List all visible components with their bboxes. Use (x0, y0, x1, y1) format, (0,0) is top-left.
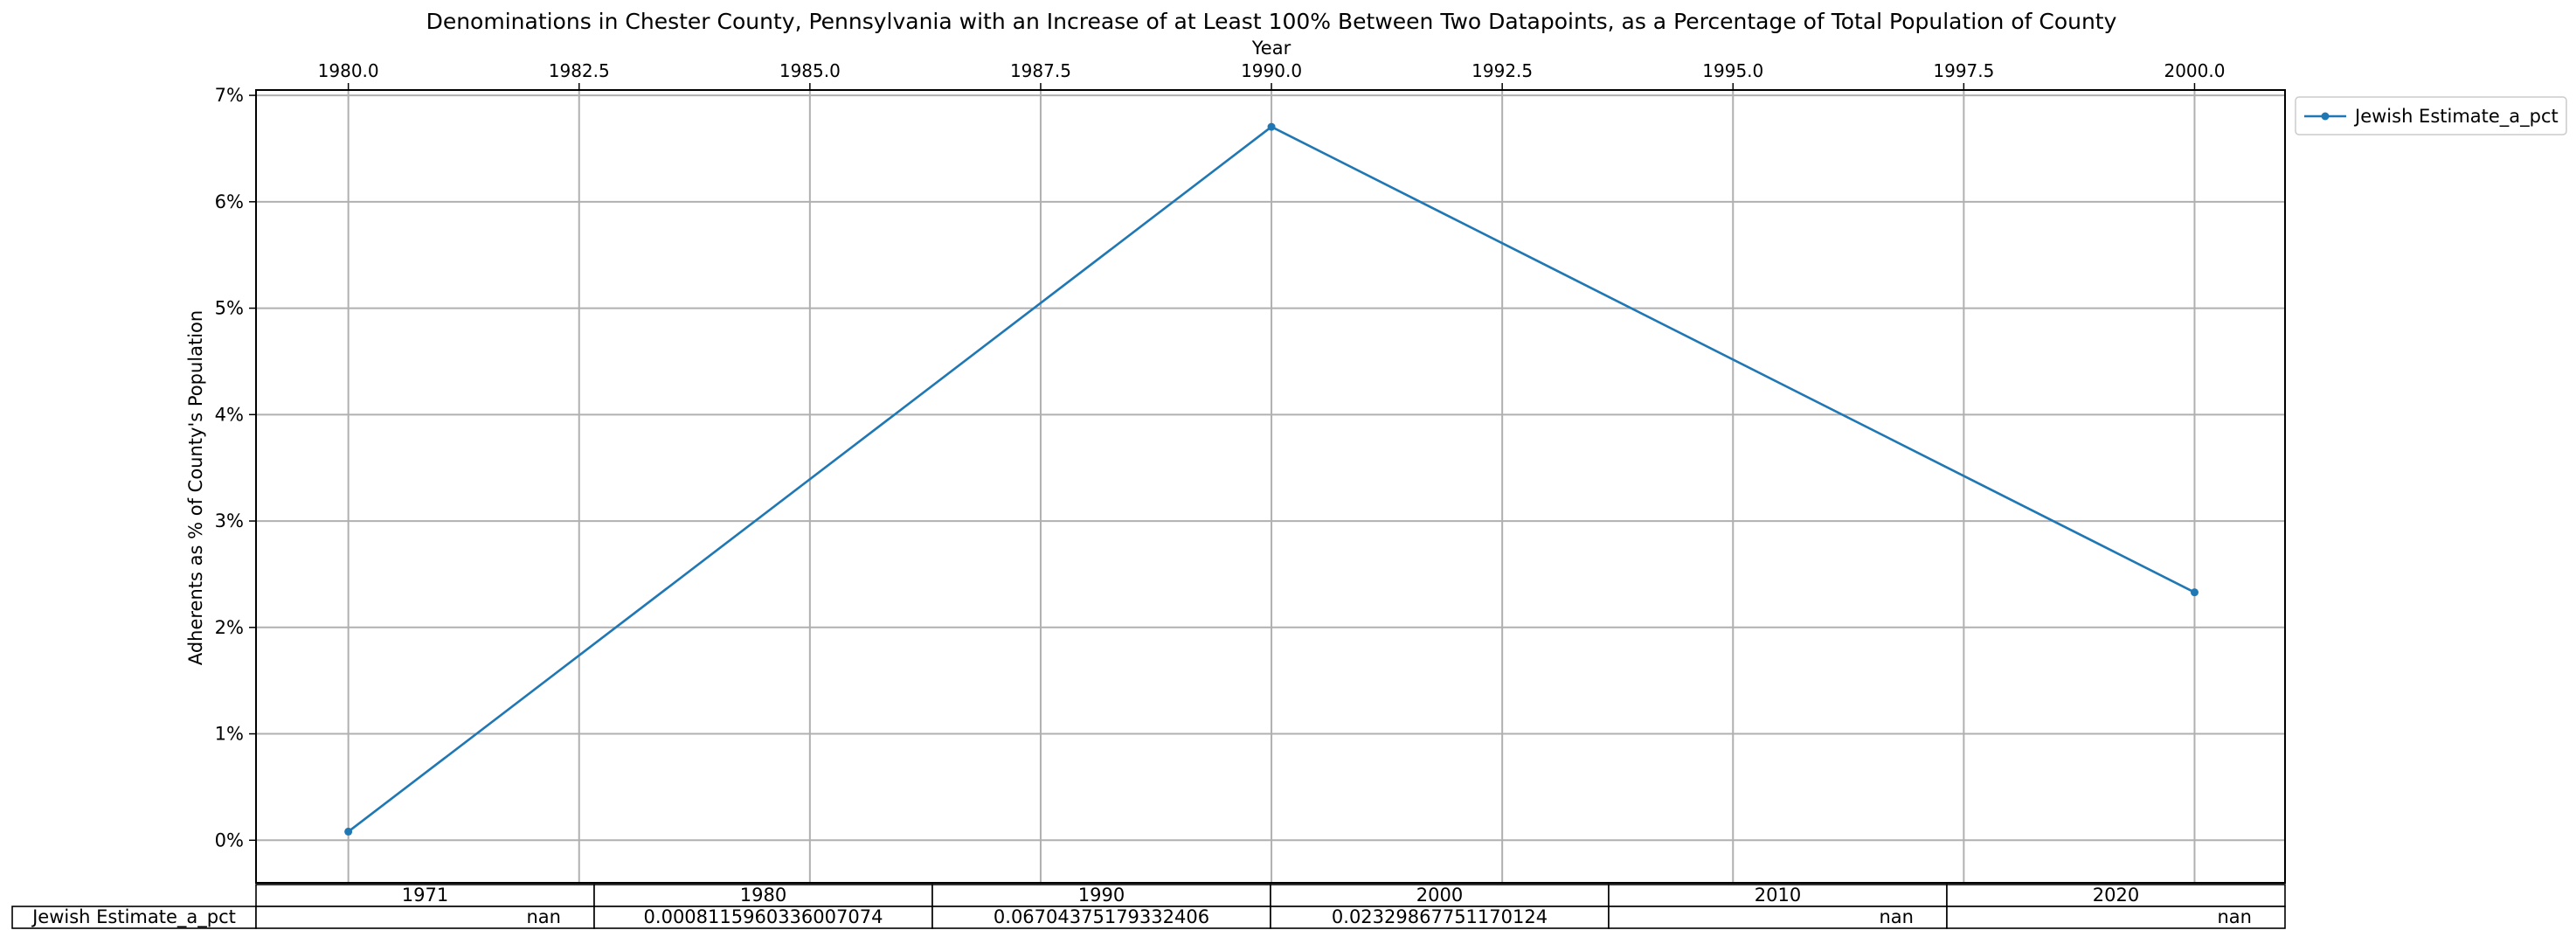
table-cell (255, 906, 595, 929)
data-table: 1971 1980 1990 2000 2010 2020 Jewish Estimate_… (11, 884, 2286, 929)
y-tick-label: 6% (215, 191, 244, 212)
table-cell-value: 0.02329867751170124 (1332, 906, 1548, 927)
table-cell (1608, 906, 1948, 929)
table-row-label-cell (11, 906, 257, 929)
table-cell (1946, 906, 2286, 929)
data-point (344, 827, 353, 836)
y-tick-label: 2% (215, 617, 244, 638)
table-column-header: 1971 (402, 885, 448, 906)
x-tick-label: 1992.5 (1472, 60, 1533, 81)
table-cell-value: nan (2218, 906, 2253, 927)
x-tick-label: 1985.0 (779, 60, 841, 81)
table-column-header: 2000 (1416, 885, 1463, 906)
table-cell (1270, 906, 1610, 929)
y-tick-label: 3% (215, 510, 244, 531)
x-axis-label: Year (1251, 38, 1291, 59)
x-tick-label: 1987.5 (1010, 60, 1071, 81)
table-cell-value: nan (527, 906, 562, 927)
y-tick-label: 1% (215, 724, 244, 745)
y-tick-label: 4% (215, 404, 244, 425)
table-cell-value: 0.06704375179332406 (994, 906, 1209, 927)
legend-box (2295, 96, 2567, 135)
y-axis-label: Adherents as % of County's Population (185, 310, 206, 665)
table-cell (931, 906, 1271, 929)
legend: Jewish Estimate_a_pct (2295, 96, 2567, 135)
x-tick-label: 1997.5 (1933, 60, 1994, 81)
legend-label: Jewish Estimate_a_pct (2353, 106, 2559, 128)
chart-title: Denominations in Chester County, Pennsyl… (426, 9, 2117, 34)
table-row-label: Jewish Estimate_a_pct (31, 906, 236, 928)
grid-lines (256, 90, 2285, 883)
legend-marker-swatch (2321, 112, 2330, 121)
y-tick-label: 0% (215, 829, 244, 850)
table-column-header: 2020 (2093, 885, 2139, 906)
table-column-header: 1990 (1078, 885, 1125, 906)
table-header-cell (255, 884, 595, 907)
table-header-cell (1608, 884, 1948, 907)
x-tick-label: 1995.0 (1702, 60, 1763, 81)
table-cell-value: nan (1880, 906, 1915, 927)
x-tick-label: 1990.0 (1241, 60, 1302, 81)
x-tick-label: 1982.5 (549, 60, 610, 81)
table-header-cell (931, 884, 1271, 907)
table-column-header: 1980 (740, 885, 786, 906)
x-tick-label: 2000.0 (2164, 60, 2225, 81)
table-column-header: 2010 (1755, 885, 1801, 906)
y-tick-label: 5% (215, 298, 244, 319)
y-tick-label: 7% (215, 85, 244, 106)
x-tick-label: 1980.0 (318, 60, 379, 81)
data-point (1267, 122, 1276, 131)
plot-frame (255, 89, 2286, 884)
data-point (2190, 588, 2199, 597)
table-cell-value: 0.0008115960336007074 (644, 906, 883, 927)
